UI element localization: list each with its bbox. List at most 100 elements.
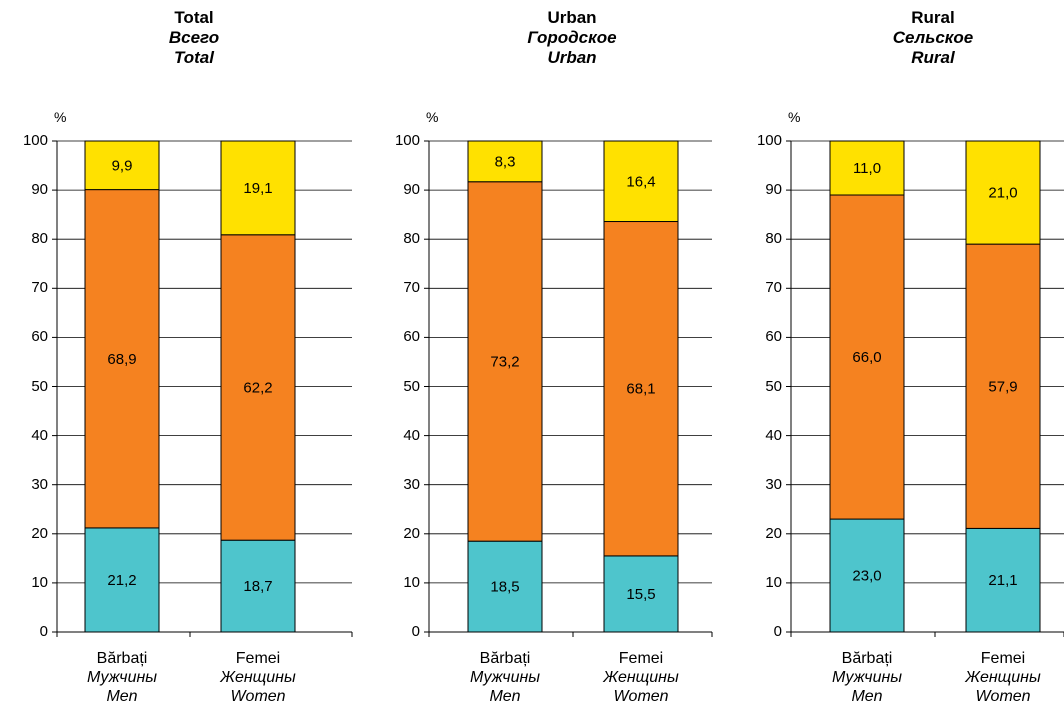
y-tick-label: 0: [411, 623, 420, 640]
category-label-line3: Women: [613, 688, 669, 705]
category-label-line1: Bărbați: [96, 650, 148, 667]
data-label: 16,4: [626, 173, 655, 190]
bar-segment: [84, 189, 160, 529]
y-tick-label: 80: [403, 230, 420, 248]
bar-segment: [467, 140, 543, 183]
y-tick-label: 30: [403, 475, 420, 493]
y-tick-label: 80: [765, 230, 782, 248]
category-label-line3: Men: [851, 688, 883, 705]
y-tick-label: 70: [403, 279, 420, 297]
category-label-line1: Femei: [618, 650, 664, 667]
y-tick-label: 60: [403, 328, 420, 346]
title-line-3: Total: [174, 48, 214, 67]
category-label-line2: Женщины: [603, 669, 679, 686]
data-label: 68,9: [107, 351, 136, 368]
category-label-line3: Men: [106, 688, 138, 705]
category-label-line1: Bărbați: [479, 650, 531, 667]
title-line-1: Urban: [547, 8, 597, 27]
y-tick-label: 40: [403, 426, 420, 444]
category-label-line3: Women: [975, 688, 1031, 705]
bar-segment: [84, 140, 160, 191]
data-label: 21,1: [988, 572, 1017, 589]
data-label: 68,1: [626, 381, 655, 398]
title-line-2: Сельское: [892, 28, 974, 47]
y-tick-label: 90: [765, 181, 782, 199]
category-label: Femei Женщины Women: [198, 649, 318, 706]
y-tick-label: 40: [765, 426, 782, 444]
data-label: 19,1: [243, 180, 272, 197]
data-label: 73,2: [490, 353, 519, 370]
category-label-line2: Женщины: [965, 669, 1041, 686]
data-label: 18,5: [490, 579, 519, 596]
category-label-line1: Femei: [980, 650, 1026, 667]
y-tick-label: 30: [765, 475, 782, 493]
y-tick-label: 10: [403, 573, 420, 591]
y-tick-label: 70: [765, 279, 782, 297]
y-tick-label: 50: [31, 377, 48, 395]
bar-segment: [603, 555, 679, 633]
bar-segment: [84, 527, 160, 633]
y-tick-label: 30: [31, 475, 48, 493]
y-tick-label: 20: [31, 524, 48, 542]
y-tick-label: 100: [394, 132, 420, 149]
bar-segment: [220, 140, 296, 236]
data-label: 62,2: [243, 379, 272, 396]
y-tick-label: 90: [31, 181, 48, 199]
title-line-2: Всего: [168, 28, 220, 47]
data-label: 23,0: [852, 568, 881, 585]
bar-segment: [467, 540, 543, 633]
category-label-line2: Мужчины: [831, 669, 903, 686]
title-line-3: Urban: [547, 48, 597, 67]
bar-segment: [829, 140, 905, 196]
category-label: Femei Женщины Women: [581, 649, 701, 706]
data-label: 8,3: [495, 153, 516, 170]
data-label: 21,2: [107, 572, 136, 589]
y-tick-label: 100: [22, 132, 48, 149]
y-tick-label: 60: [765, 328, 782, 346]
title-line-1: Total: [174, 8, 214, 27]
y-tick-label: 40: [31, 426, 48, 444]
category-label: Bărbați Мужчины Men: [807, 649, 927, 706]
y-unit-label: %: [788, 109, 801, 125]
bar-segment: [965, 527, 1041, 633]
data-label: 21,0: [988, 185, 1017, 202]
category-label-line3: Men: [489, 688, 521, 705]
category-label-line1: Bărbați: [841, 650, 893, 667]
category-label: Bărbați Мужчины Men: [445, 649, 565, 706]
y-tick-label: 80: [31, 230, 48, 248]
data-label: 18,7: [243, 578, 272, 595]
y-tick-label: 50: [403, 377, 420, 395]
y-tick-label: 90: [403, 181, 420, 199]
y-unit-label: %: [54, 109, 67, 125]
category-label-line3: Women: [230, 688, 286, 705]
data-label: 11,0: [853, 160, 881, 177]
title-line-3: Rural: [911, 48, 955, 67]
chart-title-rural: Rural Сельское Rural: [823, 8, 1043, 68]
y-tick-label: 70: [31, 279, 48, 297]
y-tick-label: 100: [756, 132, 782, 149]
y-tick-label: 50: [765, 377, 782, 395]
data-label: 57,9: [988, 378, 1017, 395]
data-label: 66,0: [852, 349, 881, 366]
y-tick-label: 10: [765, 573, 782, 591]
data-label: 15,5: [626, 586, 655, 603]
chart-title-urban: Urban Городское Urban: [462, 8, 682, 68]
chart-title-total: Total Всего Total: [84, 8, 304, 68]
category-label-line2: Мужчины: [469, 669, 541, 686]
y-tick-label: 20: [765, 524, 782, 542]
bar-segment: [467, 181, 543, 542]
data-label: 9,9: [112, 157, 133, 174]
bar-segment: [965, 243, 1041, 529]
title-line-1: Rural: [911, 8, 955, 27]
category-label: Bărbați Мужчины Men: [62, 649, 182, 706]
y-tick-label: 10: [31, 573, 48, 591]
bar-segment: [603, 140, 679, 223]
category-label: Femei Женщины Women: [943, 649, 1063, 706]
category-label-line1: Femei: [235, 650, 281, 667]
y-unit-label: %: [426, 109, 439, 125]
y-tick-label: 20: [403, 524, 420, 542]
category-label-line2: Мужчины: [86, 669, 158, 686]
y-tick-label: 0: [39, 623, 48, 640]
